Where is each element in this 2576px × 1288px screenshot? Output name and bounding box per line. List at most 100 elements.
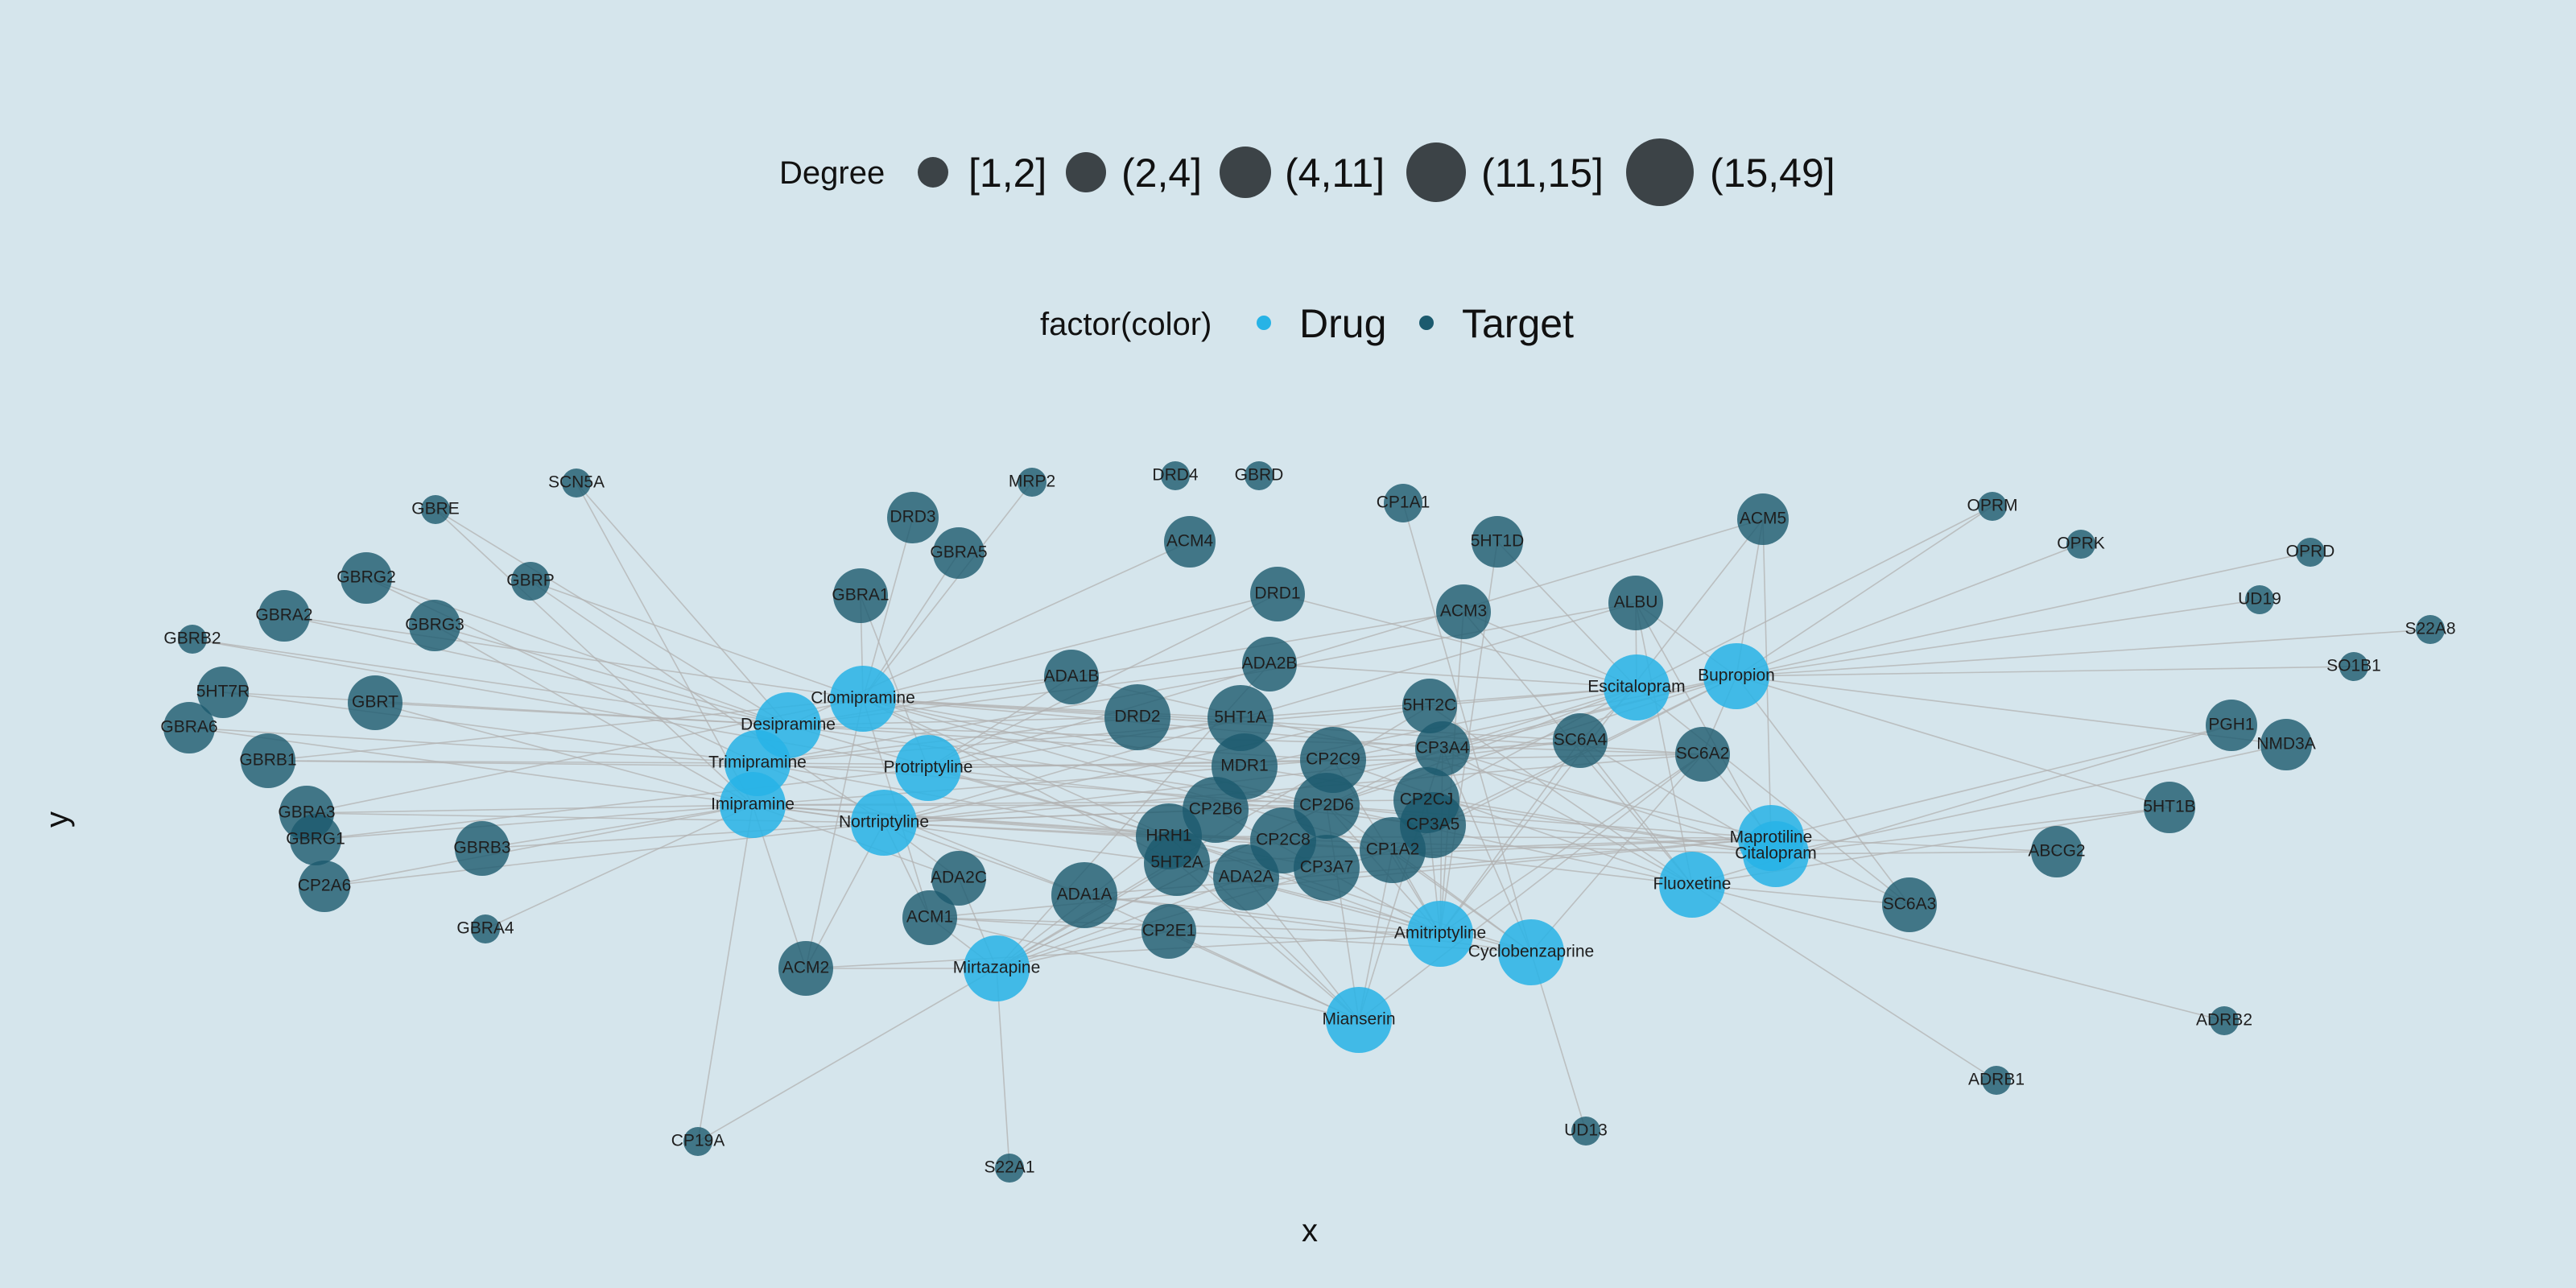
node-gbrb3[interactable] — [455, 821, 510, 876]
node-drd2[interactable] — [1104, 684, 1170, 750]
edge-desipramine-5ht7r — [222, 691, 789, 726]
node-gbrb1[interactable] — [241, 733, 295, 788]
node-ud19[interactable] — [2245, 585, 2274, 614]
edge-cyclobenzaprine-cp1a1 — [1402, 502, 1532, 953]
node-label-drd3: DRD3 — [890, 508, 935, 526]
node-protriptyline[interactable] — [895, 735, 961, 801]
node-escitalopram[interactable] — [1604, 654, 1670, 720]
node-label-gbrt: GBRT — [352, 693, 398, 712]
node-imipramine[interactable] — [720, 772, 786, 838]
color-legend-label-drug: Drug — [1299, 301, 1386, 346]
node-so1b1[interactable] — [2339, 652, 2368, 681]
node-label-gbra6: GBRA6 — [160, 718, 217, 737]
degree-legend-label-2: (4,11] — [1285, 151, 1385, 196]
node-mrp2[interactable] — [1018, 468, 1046, 497]
node-label-ada1a: ADA1A — [1057, 886, 1113, 904]
node-mianserin[interactable] — [1326, 987, 1392, 1053]
node-5ht1b[interactable] — [2144, 782, 2195, 833]
node-mirtazapine[interactable] — [964, 935, 1030, 1001]
edge-bupropion-cp3a4 — [1442, 675, 1737, 749]
node-adrb2[interactable] — [2210, 1006, 2239, 1035]
node-gbra1[interactable] — [833, 568, 888, 623]
node-adrb1[interactable] — [1982, 1066, 2011, 1095]
node-label-gbrd: GBRD — [1235, 466, 1284, 485]
node-acm3[interactable] — [1436, 584, 1491, 639]
node-5ht2c[interactable] — [1402, 679, 1457, 733]
node-gbrt[interactable] — [348, 675, 402, 730]
node-cyclobenzaprine[interactable] — [1498, 919, 1564, 985]
node-amitriptyline[interactable] — [1407, 901, 1473, 967]
edge-citalopram-nmd3a — [1775, 744, 2287, 855]
node-acm4[interactable] — [1164, 516, 1216, 568]
node-label-gbrb3: GBRB3 — [453, 839, 510, 857]
node-cp1a1[interactable] — [1384, 484, 1422, 522]
node-gbrb2[interactable] — [178, 625, 207, 654]
edge-gbrp-nortriptyline — [530, 580, 885, 824]
edge-trimipramine-mdr1 — [757, 762, 1245, 767]
node-scn5a[interactable] — [562, 469, 591, 497]
node-cp19a[interactable] — [683, 1127, 712, 1156]
node-label-5ht1d: 5HT1D — [1471, 532, 1525, 551]
node-drd3[interactable] — [887, 492, 939, 543]
node-ada1a[interactable] — [1051, 862, 1117, 928]
node-cp2e1[interactable] — [1141, 904, 1196, 959]
node-ada1b[interactable] — [1044, 650, 1099, 704]
edge-mirtazapine-ada2a — [996, 877, 1247, 969]
node-s22a8[interactable] — [2416, 615, 2445, 644]
node-cp3a4[interactable] — [1415, 721, 1470, 776]
node-cp3a7[interactable] — [1294, 835, 1360, 901]
node-nortriptyline[interactable] — [851, 790, 917, 856]
node-acm1[interactable] — [902, 890, 957, 945]
edge-layer — [188, 481, 2431, 1169]
node-sc6a3[interactable] — [1882, 877, 1937, 932]
node-clomipramine[interactable] — [830, 666, 896, 732]
node-gbrd[interactable] — [1245, 461, 1274, 490]
node-gbra6[interactable] — [163, 702, 215, 753]
node-ada2a[interactable] — [1213, 844, 1279, 910]
node-label-5ht2c: 5HT2C — [1403, 696, 1457, 715]
node-sc6a2[interactable] — [1675, 727, 1730, 782]
edge-protriptyline-gbrb1 — [267, 760, 929, 769]
node-5ht2a[interactable] — [1144, 830, 1210, 896]
node-oprd[interactable] — [2296, 538, 2325, 567]
node-label-pgh1: PGH1 — [2208, 716, 2254, 734]
node-drd4[interactable] — [1161, 461, 1190, 490]
node-gbrg1[interactable] — [290, 814, 341, 865]
node-albu[interactable] — [1608, 576, 1663, 630]
node-oprm[interactable] — [1978, 492, 2007, 521]
node-acm5[interactable] — [1737, 493, 1789, 545]
node-maprotiline[interactable] — [1738, 805, 1804, 871]
node-fluoxetine[interactable] — [1659, 852, 1725, 918]
node-drd1[interactable] — [1250, 567, 1305, 621]
node-gbrg3[interactable] — [409, 600, 460, 651]
node-5ht7r[interactable] — [197, 667, 249, 718]
node-ada2b[interactable] — [1242, 637, 1297, 691]
node-bupropion[interactable] — [1703, 643, 1769, 709]
degree-legend-title: Degree — [779, 155, 885, 191]
node-ud13[interactable] — [1571, 1117, 1600, 1146]
edge-maprotiline-pgh1 — [1770, 724, 2232, 839]
node-gbrp[interactable] — [511, 562, 550, 601]
node-sc6a4[interactable] — [1553, 713, 1608, 768]
node-gbrg2[interactable] — [341, 552, 392, 604]
edge-bupropion-cp2d6 — [1326, 675, 1737, 807]
color-legend-title: factor(color) — [1040, 307, 1212, 342]
edge-desipramine-gbrg3 — [434, 625, 789, 726]
node-s22a1[interactable] — [995, 1154, 1024, 1183]
node-label-albu: ALBU — [1614, 593, 1658, 612]
node-pgh1[interactable] — [2206, 700, 2257, 751]
node-label-cp2c8: CP2C8 — [1256, 831, 1311, 849]
node-nmd3a[interactable] — [2260, 719, 2312, 770]
node-gbra2[interactable] — [258, 590, 310, 642]
node-acm2[interactable] — [778, 941, 833, 996]
node-oprk[interactable] — [2066, 530, 2095, 559]
node-5ht1a[interactable] — [1208, 685, 1274, 751]
node-5ht1d[interactable] — [1472, 516, 1523, 568]
node-cp1a2[interactable] — [1360, 817, 1426, 883]
node-gbre[interactable] — [421, 495, 450, 524]
node-gbra5[interactable] — [933, 527, 985, 579]
node-cp2a6[interactable] — [299, 861, 350, 912]
node-gbra4[interactable] — [471, 914, 500, 943]
node-ada2c[interactable] — [931, 851, 986, 906]
node-abcg2[interactable] — [2031, 826, 2083, 877]
